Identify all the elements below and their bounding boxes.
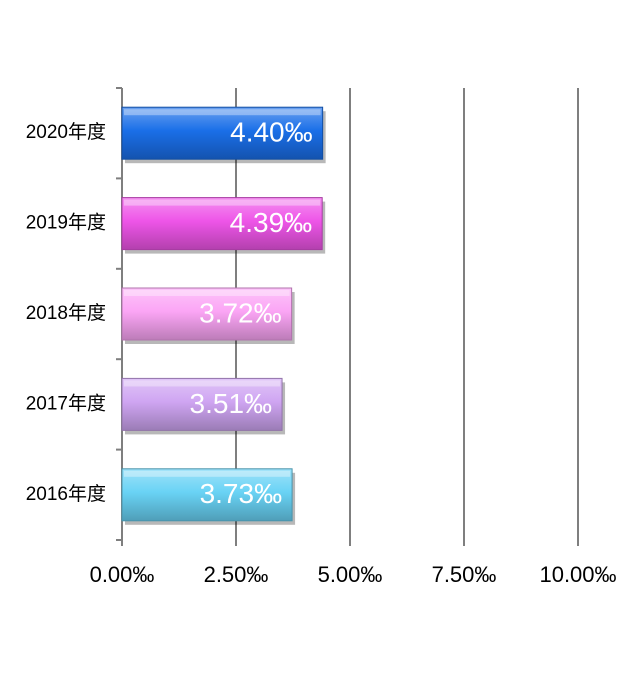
- category-label: 2017年度: [26, 392, 106, 414]
- data-label: 3.51‰: [190, 388, 273, 419]
- bar: [121, 377, 283, 431]
- bar-highlight: [124, 109, 321, 116]
- data-labels: 4.40‰ 4.39‰ 3.72‰ 3.51‰ 3.73‰: [190, 117, 313, 510]
- bar-highlight: [124, 199, 321, 206]
- bar: [121, 287, 293, 341]
- category-label: 2018年度: [26, 302, 106, 324]
- category-label: 2020年度: [26, 121, 106, 143]
- x-tick-label: 2.50‰: [204, 562, 269, 587]
- x-tick-label: 5.00‰: [318, 562, 383, 587]
- bar: [121, 197, 323, 251]
- bars: [121, 106, 326, 525]
- x-tick-label: 10.00‰: [539, 562, 616, 587]
- data-label: 3.73‰: [200, 478, 283, 509]
- bar-highlight: [124, 290, 290, 296]
- data-label: 3.72‰: [199, 297, 282, 328]
- data-label: 4.39‰: [230, 207, 313, 238]
- x-tick-label: 0.00‰: [90, 562, 155, 587]
- category-label: 2016年度: [26, 483, 106, 505]
- bar-highlight: [124, 380, 281, 387]
- category-label: 2019年度: [26, 212, 106, 234]
- bar: [121, 106, 324, 160]
- bar: [121, 468, 293, 522]
- x-tick-label: 7.50‰: [432, 562, 497, 587]
- data-label: 4.40‰: [230, 117, 313, 148]
- category-labels: 2020年度 2019年度 2018年度 2017年度 2016年度: [26, 121, 106, 505]
- bar-highlight: [124, 470, 291, 477]
- tick-labels: 0.00‰ 2.50‰ 5.00‰ 7.50‰ 10.00‰: [90, 562, 617, 587]
